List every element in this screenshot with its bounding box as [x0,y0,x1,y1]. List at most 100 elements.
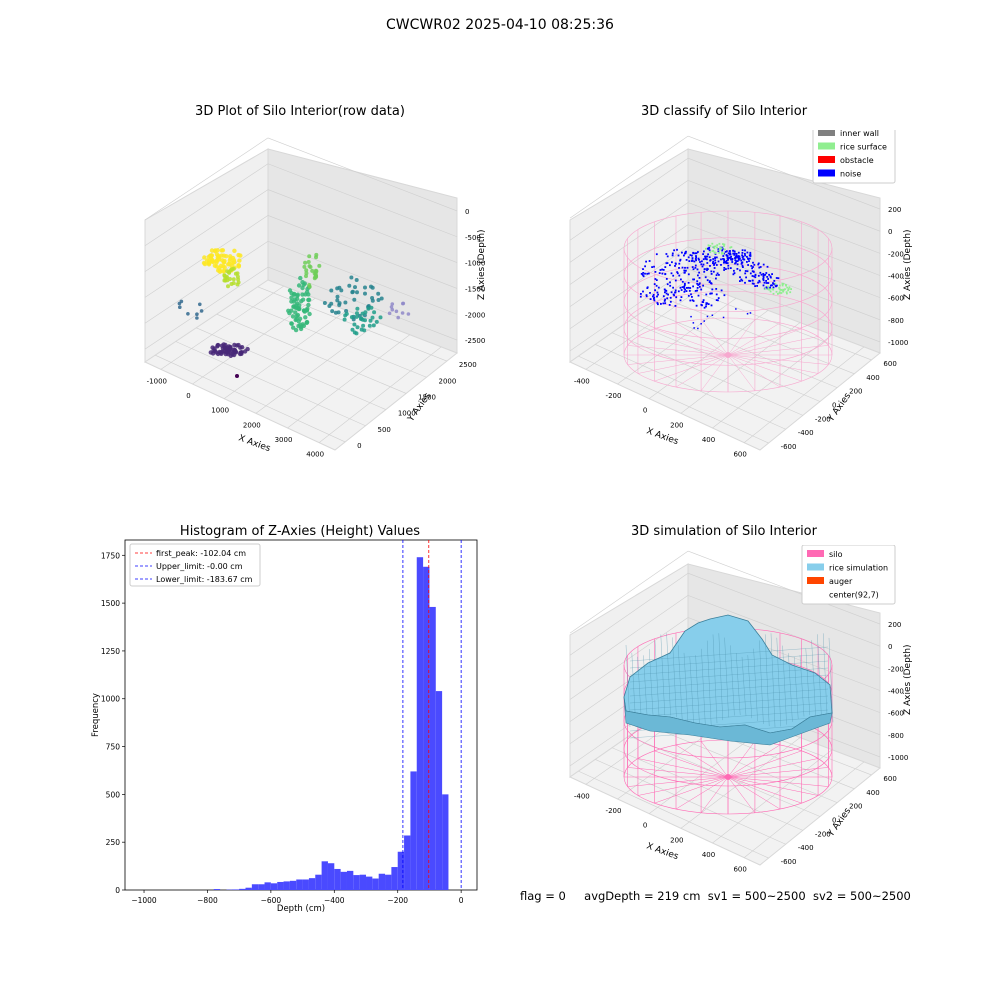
noise-point [694,258,697,260]
rice-surface-point [764,287,767,290]
noise-point [715,299,718,301]
mesh-line [629,653,829,669]
noise-point [662,302,665,305]
noise-point [702,284,704,287]
legend-label: auger [829,577,853,586]
legend-label: rice simulation [829,564,888,573]
noise-point [649,298,652,300]
noise-point [684,288,686,291]
noise-point [707,253,709,256]
data-point [297,316,303,321]
tick-label: -1000 [147,377,167,385]
noise-point [687,273,690,276]
noise-point [671,261,673,264]
noise-point [691,257,694,259]
silo-spoke [637,776,729,796]
x-axis-label: X Axies [645,426,680,447]
silo-center [725,774,731,780]
noise-point [741,279,744,282]
x-tick-labels: −1000 −800 −600 −400 −200 0 [131,890,464,905]
noise-point [732,249,735,252]
silo-spoke [654,750,729,778]
noise-point [703,320,705,322]
noise-point [706,247,709,250]
y-tick-label: 500 [106,790,121,799]
y-tick-labels: -600-400-2000 200 400 600 [781,775,897,866]
data-point [214,260,219,265]
data-point [355,290,359,295]
rice-surface-point [714,252,717,254]
noise-point [728,257,731,259]
noise-point [651,266,653,268]
noise-point [670,272,673,275]
mesh-line [788,653,793,722]
data-point [226,284,230,289]
noise-point [664,291,666,294]
noise-point [685,269,687,272]
mesh-line [649,649,654,719]
tick-label: 1500 [418,393,436,401]
noise-point [645,260,647,263]
data-point [355,306,360,311]
noise-point [736,263,739,266]
noise-point [762,276,765,279]
data-point [195,312,199,316]
noise-point [712,258,715,260]
rice-surface-point [718,242,721,245]
noise-point [722,258,724,260]
rice-surface-point [711,242,714,245]
tick-label: -500 [465,234,481,242]
histogram-bar [239,888,246,890]
rice-surface-point [709,245,712,247]
noise-point [693,260,696,263]
noise-point [766,276,769,278]
mesh-line [654,640,660,717]
silo-spoke [727,776,802,804]
x-tick-labels: -1000 0 1000 2000 3000 4000 [147,377,324,458]
noise-point [724,251,727,253]
tick-label: 400 [702,851,715,859]
data-point [209,248,215,253]
mesh-line [753,648,758,722]
noise-point [704,255,706,258]
data-point [387,311,392,316]
noise-point [731,258,734,260]
data-point [221,264,226,269]
noise-point [762,279,765,282]
noise-point [652,293,655,296]
rice-surface-point [771,288,774,290]
noise-point [683,254,685,257]
histogram-bar [270,883,278,890]
noise-point [744,249,746,252]
rice-surface-point [789,291,792,294]
noise-point [751,270,754,273]
data-point [335,294,340,299]
noise-point [749,251,752,254]
histogram-bar [435,691,443,890]
noise-point [720,264,722,266]
noise-point [758,279,761,282]
noise-point [752,266,754,268]
noise-point [741,264,744,267]
legend-label: rice surface [840,143,887,152]
noise-point [656,291,659,294]
tick-label: 500 [378,426,391,434]
tick-label: 0 [186,392,190,400]
x-tick-labels: -400 -200 0 200 400 600 [574,377,747,458]
grid-line [662,297,855,375]
data-point [371,323,376,328]
rice-surface-point [775,290,778,293]
histogram-bar [327,863,335,890]
noise-point [658,272,661,274]
x-axis-label: X Axies [645,841,680,862]
noise-point [757,263,760,266]
grid-line [569,617,689,700]
data-point [230,260,236,265]
noise-point [769,275,772,278]
noise-point [729,256,732,259]
noise-point [695,252,698,255]
sv1-text: sv1 = 500~2500 [707,889,806,903]
data-point [245,346,250,352]
noise-point [641,274,644,276]
noise-point [645,295,648,298]
